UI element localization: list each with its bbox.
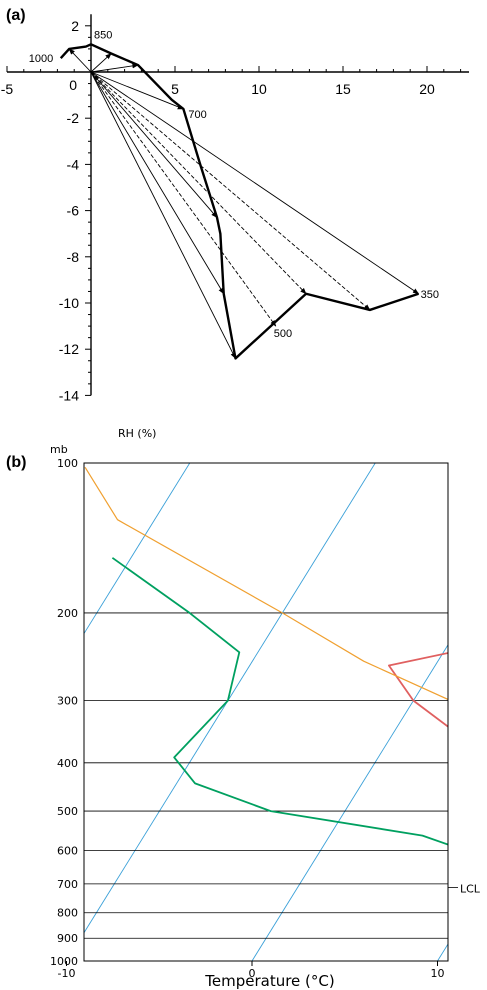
y-tick-label: -14: [59, 387, 79, 403]
temperature-tick-label: 10: [431, 967, 445, 980]
x-tick-label: 10: [251, 81, 267, 97]
y-tick-label: -8: [67, 249, 80, 265]
isotherm: [251, 644, 448, 961]
grid-clip: [0, 452, 448, 972]
pressure-tick-label: 200: [57, 607, 78, 620]
level-labels: 1000 850 700 500 350: [29, 29, 439, 340]
temperature-axis-title: Temperature (°C): [204, 972, 334, 990]
pressure-tick-label: 1000: [50, 955, 78, 968]
pressure-tick-label: 900: [57, 932, 78, 945]
wind-vector: [90, 71, 420, 295]
wind-vector: [90, 53, 112, 73]
x-tick-label: -5: [1, 81, 14, 97]
pressure-tick-label: 400: [57, 757, 78, 770]
x-tick-label: 20: [419, 81, 435, 97]
skewt-ticks: 1002003004005006007008009001000255075100…: [50, 457, 481, 980]
level-label: 1000: [29, 53, 53, 65]
wind-vector: [90, 71, 307, 295]
wind-vector: [68, 48, 92, 73]
hodograph-axes: -5 5 10 15 20 2 -2 -4 -6 -8 -10 -12 -14 0: [1, 14, 469, 403]
rh-axis-title: RH (%): [118, 427, 156, 440]
wind-vector: [90, 63, 139, 73]
hodograph-curve: [59, 43, 419, 360]
y-tick-label: -12: [59, 341, 79, 357]
pressure-tick-label: 500: [57, 805, 78, 818]
panel-a-label: (a): [6, 7, 26, 24]
wind-vector: [90, 71, 184, 110]
wind-vector: [90, 71, 225, 295]
y-tick-label: -6: [67, 203, 80, 219]
level-label: 500: [274, 328, 292, 340]
level-label: 350: [421, 289, 439, 301]
x-tick-label: 15: [335, 81, 351, 97]
temperature-tick-label: -10: [58, 967, 76, 980]
isotherm: [84, 463, 376, 934]
skewt-frame: [83, 462, 449, 962]
y-tick-label: -4: [67, 156, 80, 172]
x-tick-label: 5: [171, 81, 179, 97]
skewt-panel: (b) mb RH (%) 10020030040050060070080090…: [0, 427, 481, 990]
level-label: 700: [188, 109, 206, 121]
lcl-label: LCL: [460, 883, 481, 896]
temperature-tick-label: 0: [249, 967, 256, 980]
y-tick-label: 2: [71, 18, 79, 34]
isotherm: [0, 452, 11, 972]
sounding-line: [111, 557, 448, 846]
pressure-axis-label: mb: [50, 443, 68, 456]
wind-vector: [90, 71, 236, 360]
y-tick-label: -10: [59, 295, 79, 311]
level-label: 850: [94, 29, 112, 41]
pressure-tick-label: 600: [57, 845, 78, 858]
origin-label: 0: [69, 77, 77, 93]
wind-vector: [90, 71, 371, 311]
series-clip: [84, 466, 448, 846]
wind-vectors: [68, 48, 420, 360]
sounding-line: [84, 466, 448, 701]
hodograph-line: [59, 43, 419, 360]
wind-vector: [90, 71, 218, 219]
y-tick-label: -2: [67, 110, 80, 126]
wind-vector: [90, 71, 277, 327]
hodograph-panel: (a) -5 5 10 15 20 2 -2 -4 -6 -8 -10 -12 -14 0 1000 850…: [1, 7, 469, 403]
skewt-grid: [0, 452, 448, 972]
isotherm: [84, 463, 191, 635]
pressure-tick-label: 300: [57, 695, 78, 708]
pressure-tick-label: 700: [57, 878, 78, 891]
pressure-tick-label: 100: [57, 457, 78, 470]
panel-b-label: (b): [6, 454, 26, 471]
sounding-profiles: [84, 466, 448, 846]
pressure-tick-label: 800: [57, 907, 78, 920]
